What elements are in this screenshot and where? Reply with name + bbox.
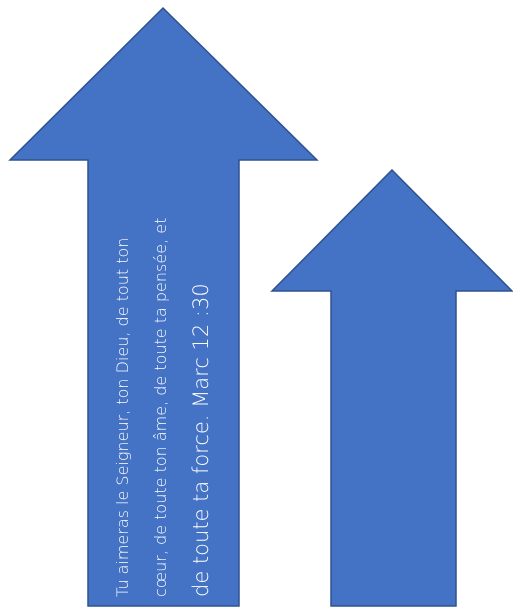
left-up-arrow	[8, 6, 319, 607]
verse-line-2: cœur, de toute ton âme, de toute ta pens…	[151, 218, 170, 597]
verse-line-1: Tu aimeras le Seigneur, ton Dieu, de tou…	[113, 238, 132, 597]
right-up-arrow	[270, 168, 513, 607]
verse-text-group: Tu aimeras le Seigneur, ton Dieu, de tou…	[113, 218, 213, 597]
verse-line-3: de toute ta force. Marc 12 :30	[189, 283, 213, 597]
